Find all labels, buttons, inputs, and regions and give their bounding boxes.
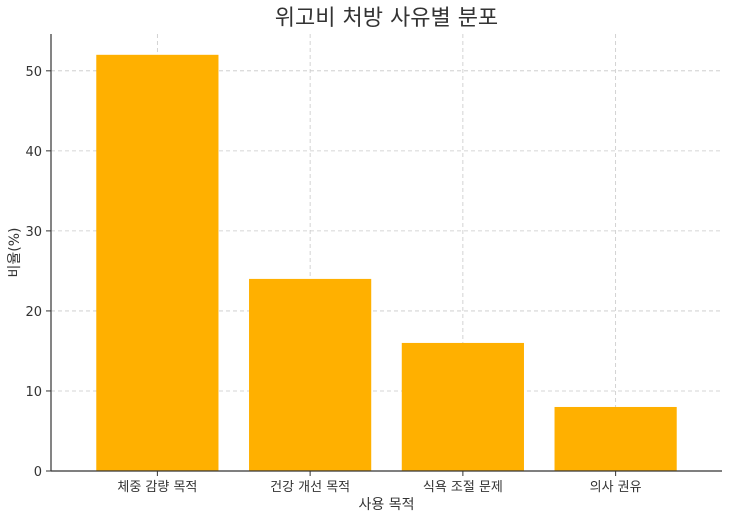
x-tick-label: 건강 개선 목적 (270, 480, 350, 495)
y-tick-label: 0 (34, 465, 42, 480)
bar (554, 406, 677, 471)
x-tick-label: 식욕 조절 문제 (423, 480, 503, 495)
x-tick-label: 체중 감량 목적 (117, 480, 197, 495)
chart-title: 위고비 처방 사유별 분포 (275, 6, 498, 31)
x-axis-label: 사용 목적 (359, 497, 415, 513)
bar (401, 342, 524, 471)
y-tick-label: 50 (25, 65, 42, 80)
y-tick-label: 20 (25, 305, 42, 320)
x-tick-label: 의사 권유 (590, 480, 642, 495)
y-tick-label: 40 (25, 145, 42, 160)
y-axis-label: 비율(%) (7, 228, 23, 278)
y-tick-label: 10 (25, 385, 42, 400)
bar (249, 278, 372, 471)
ticks: 0 10 20 30 40 50 체중 감량 목적 건강 개선 목적 식욕 조절 문제 의사 권유 (25, 65, 641, 495)
y-tick-label: 30 (25, 225, 42, 240)
bars (96, 54, 677, 472)
bar (96, 54, 219, 472)
